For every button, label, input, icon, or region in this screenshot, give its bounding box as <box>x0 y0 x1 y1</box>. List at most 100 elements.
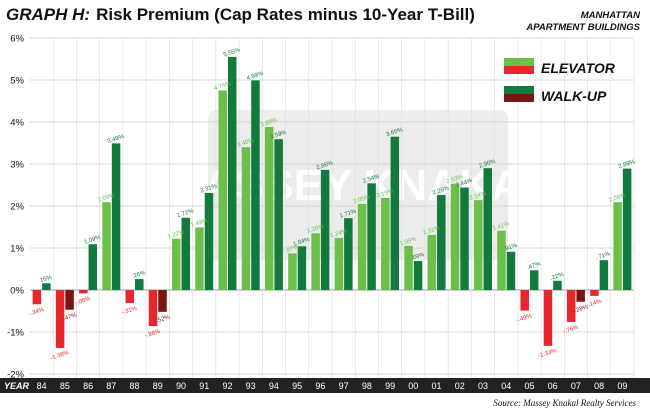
data-label-elevator: -.34% <box>28 307 45 318</box>
bar-walkup <box>344 218 353 290</box>
data-label-elevator: 4.75% <box>213 81 232 92</box>
x-tick-label: 06 <box>548 381 558 391</box>
data-label-walkup: 2.86% <box>316 160 335 171</box>
data-label-elevator: -.14% <box>586 298 603 309</box>
x-tick-label: 03 <box>478 381 488 391</box>
legend-swatch-walkup-positive <box>504 86 534 94</box>
data-label-walkup: 1.04% <box>293 237 312 248</box>
data-label-walkup: -.52% <box>154 314 171 325</box>
bar-walkup <box>158 290 167 312</box>
bar-walkup <box>227 56 237 291</box>
x-tick-label: 84 <box>37 381 47 391</box>
x-tick-label: 91 <box>199 381 209 391</box>
bar-elevator <box>404 245 413 290</box>
bar-walkup <box>88 244 98 290</box>
bar-elevator <box>311 233 320 290</box>
legend-item-elevator: ELEVATOR <box>504 58 616 76</box>
x-tick-label: 85 <box>60 381 70 391</box>
x-tick-label: 87 <box>106 381 116 391</box>
bar-elevator <box>427 234 437 290</box>
x-tick-label: 92 <box>222 381 232 391</box>
data-label-walkup: 1.72% <box>176 208 195 219</box>
bar-walkup <box>181 217 190 290</box>
data-label-walkup: 2.31% <box>200 183 219 194</box>
data-label-elevator: 1.49% <box>190 218 209 229</box>
x-tick-label: 99 <box>385 381 395 391</box>
data-label-elevator: 2.14% <box>469 190 488 201</box>
bar-elevator <box>590 290 599 296</box>
bar-walkup <box>483 168 492 290</box>
x-tick-label: 94 <box>269 381 279 391</box>
data-label-walkup: 2.44% <box>455 178 474 189</box>
bar-walkup <box>320 169 330 290</box>
x-tick-label: 93 <box>246 381 256 391</box>
data-label-elevator: -.31% <box>121 306 138 317</box>
data-label-elevator: 2.09% <box>608 193 627 204</box>
data-label-walkup: 3.59% <box>269 130 288 141</box>
x-tick-label: 04 <box>501 381 511 391</box>
bar-elevator <box>264 127 274 290</box>
y-tick-label: 3% <box>10 160 24 171</box>
y-axis: -2% -1% 0% 1% 2% 3% 4% 5% 6% <box>7 34 24 381</box>
data-label-walkup: .91% <box>503 243 518 253</box>
bar-walkup <box>529 270 539 290</box>
bar-elevator <box>55 290 65 348</box>
bar-walkup <box>111 143 121 290</box>
bar-elevator <box>125 290 135 304</box>
data-label-elevator: 1.31% <box>422 225 441 236</box>
bar-elevator <box>334 237 344 290</box>
x-tick-labels: 84 85 86 87 88 89 90 91 92 93 94 95 96 97 98 99 00 01 02 03… <box>37 381 628 391</box>
y-tick-label: 2% <box>10 202 24 213</box>
chart-title-main: Risk Premium (Cap Rates minus 10-Year T-… <box>96 5 475 24</box>
y-tick-label: 6% <box>10 34 24 45</box>
data-label-walkup: .47% <box>526 261 541 271</box>
bars <box>32 56 632 348</box>
x-tick-label: 90 <box>176 381 186 391</box>
bar-walkup <box>297 246 307 290</box>
legend-item-walkup: WALK-UP <box>504 86 607 104</box>
legend-label-walkup: WALK-UP <box>541 88 607 104</box>
x-tick-label: 05 <box>524 381 534 391</box>
bar-walkup <box>367 183 376 290</box>
data-label-walkup: 16% <box>39 274 53 284</box>
data-label-walkup: -.47% <box>61 312 78 323</box>
chart-title-prefix: GRAPH H: <box>6 5 90 24</box>
chart-title: GRAPH H: Risk Premium (Cap Rates minus 10… <box>6 5 475 24</box>
data-label-walkup: .71% <box>596 251 611 261</box>
x-tick-label: 00 <box>408 381 418 391</box>
data-label-walkup: -.28% <box>572 304 589 315</box>
x-axis-label: YEAR <box>4 381 30 391</box>
data-label-elevator: -.76% <box>562 324 579 335</box>
y-tick-label: 4% <box>10 118 24 129</box>
data-label-elevator: 2.05% <box>353 194 372 205</box>
x-tick-label: 07 <box>571 381 581 391</box>
bar-walkup <box>204 192 214 290</box>
bar-walkup <box>42 283 51 290</box>
y-tick-label: -1% <box>7 328 24 339</box>
bar-elevator <box>195 227 204 290</box>
bar-elevator <box>543 290 553 346</box>
bar-elevator <box>288 253 297 290</box>
data-label-walkup: .69% <box>410 252 425 262</box>
watermark-box <box>208 110 508 260</box>
bar-elevator <box>613 202 622 290</box>
data-label-walkup: 2.26% <box>432 185 451 196</box>
data-label-elevator: 1.22% <box>167 229 186 240</box>
data-label-elevator: 2.09% <box>97 193 116 204</box>
data-label-walkup: .26% <box>132 270 147 280</box>
x-tick-label: 98 <box>362 381 372 391</box>
source-note: Source: Massey Knakal Realty Services <box>493 398 636 408</box>
bar-walkup <box>506 251 516 290</box>
data-label-walkup: 1.71% <box>339 209 358 220</box>
bar-elevator <box>218 90 227 290</box>
legend-label-elevator: ELEVATOR <box>541 60 616 76</box>
grid <box>30 37 635 378</box>
bar-walkup <box>274 139 283 290</box>
data-label-walkup: 2.90% <box>478 159 497 170</box>
bar-elevator <box>32 290 42 305</box>
bar-elevator <box>566 290 576 322</box>
x-tick-label: 88 <box>130 381 140 391</box>
bar-walkup <box>553 280 562 290</box>
data-label-elevator: 3.40% <box>237 138 256 149</box>
data-label-elevator: -.49% <box>516 313 533 324</box>
